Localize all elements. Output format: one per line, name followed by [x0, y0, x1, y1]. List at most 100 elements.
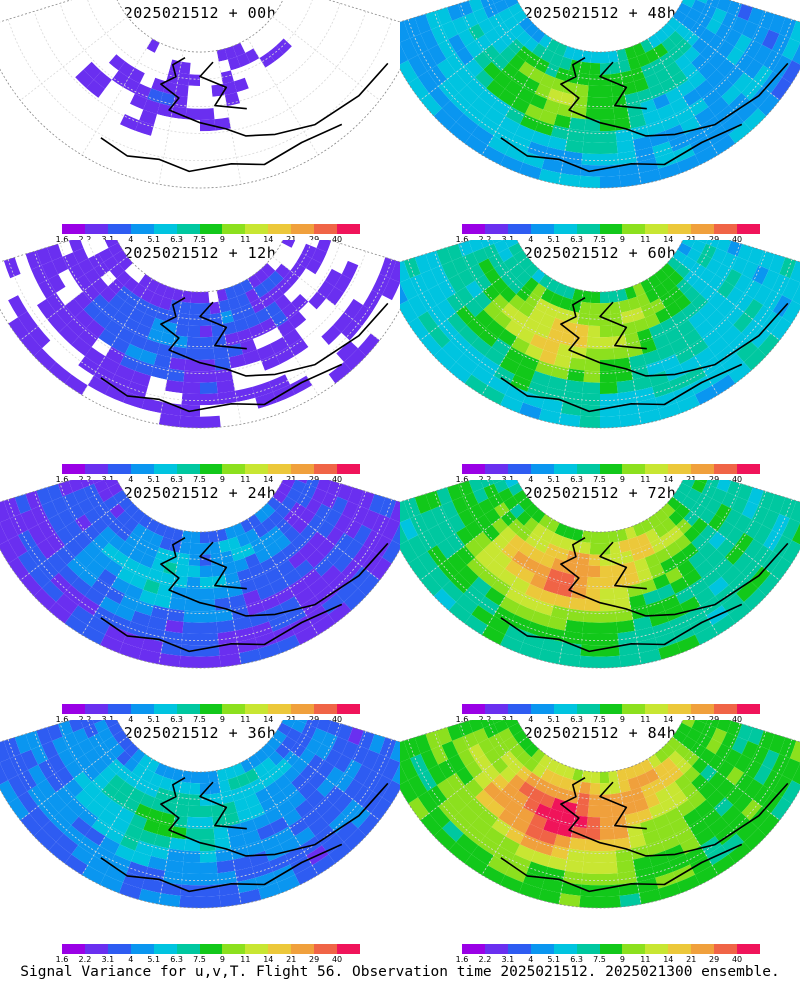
- missing-data-cell: [88, 13, 104, 29]
- missing-data-cell: [260, 77, 277, 94]
- missing-data-cell: [167, 128, 185, 142]
- missing-data-cell: [105, 144, 128, 163]
- variance-cell: [456, 46, 474, 66]
- missing-data-cell: [324, 305, 344, 325]
- latitude-gridline: [407, 739, 793, 882]
- panel-title: 2025021512 + 60h: [523, 244, 677, 262]
- variance-cell: [516, 30, 532, 46]
- colorbar-tick-label: 29: [309, 955, 320, 964]
- variance-cell: [38, 759, 56, 779]
- missing-data-cell: [371, 33, 390, 56]
- variance-cell: [581, 153, 600, 166]
- variance-cell: [654, 748, 669, 764]
- variance-cell: [475, 34, 492, 52]
- variance-cell: [636, 808, 653, 824]
- variance-cell: [281, 736, 297, 751]
- variance-cell: [256, 343, 276, 361]
- variance-cell: [712, 614, 736, 635]
- longitude-gridline: [216, 290, 242, 425]
- missing-data-cell: [372, 295, 392, 318]
- variance-cell: [554, 522, 568, 537]
- variance-cell: [538, 168, 561, 185]
- variance-cell: [731, 16, 748, 35]
- variance-cell: [82, 284, 100, 302]
- variance-cell: [600, 96, 614, 109]
- variance-cell: [183, 610, 200, 623]
- variance-cell: [181, 393, 200, 406]
- missing-data-cell: [104, 0, 119, 8]
- variance-cell: [458, 85, 479, 106]
- variance-cell: [217, 630, 238, 645]
- variance-cell: [668, 285, 684, 302]
- variance-cell: [163, 286, 176, 300]
- variance-cell: [183, 370, 200, 383]
- variance-cell: [246, 840, 265, 856]
- colorbar-swatch: [622, 464, 646, 474]
- variance-cell: [652, 381, 673, 398]
- missing-data-cell: [33, 108, 57, 131]
- variance-cell: [572, 528, 584, 542]
- variance-cell: [518, 496, 533, 511]
- forecast-panel: 2025021512 + 00h 1.62.23.145.16.37.59111…: [0, 0, 400, 244]
- variance-cell: [579, 415, 600, 429]
- variance-cell: [500, 750, 517, 767]
- variance-cell: [555, 787, 570, 802]
- variance-cell: [379, 497, 397, 519]
- variance-cell: [660, 557, 677, 574]
- variance-map: [0, 720, 400, 909]
- variance-cell: [153, 354, 172, 369]
- variance-cell: [247, 274, 262, 289]
- variance-cell: [36, 247, 53, 266]
- variance-cell: [741, 319, 762, 341]
- missing-data-cell: [321, 353, 344, 375]
- variance-cell: [688, 97, 709, 117]
- variance-cell: [600, 415, 621, 429]
- variance-cell: [447, 552, 467, 573]
- variance-cell: [83, 61, 102, 80]
- variance-cell: [308, 531, 327, 550]
- variance-cell: [92, 720, 104, 724]
- missing-data-cell: [124, 23, 139, 38]
- variance-cell: [608, 50, 619, 63]
- variance-cell: [256, 823, 276, 841]
- variance-cell: [658, 402, 681, 420]
- variance-cell: [688, 311, 707, 329]
- missing-data-cell: [56, 46, 74, 66]
- missing-data-cell: [138, 408, 161, 425]
- variance-cell: [531, 850, 551, 867]
- missing-data-cell: [109, 23, 125, 39]
- variance-cell: [248, 563, 266, 579]
- variance-cell: [652, 813, 671, 830]
- variance-cell: [268, 45, 284, 62]
- missing-data-cell: [321, 85, 342, 106]
- variance-cell: [480, 240, 494, 248]
- variance-cell: [617, 870, 638, 885]
- missing-data-cell: [331, 256, 348, 275]
- variance-cell: [103, 736, 119, 751]
- variance-cell: [442, 100, 464, 122]
- variance-cell: [468, 743, 485, 761]
- variance-cell: [523, 517, 539, 533]
- colorbar-tick-label: 5.1: [147, 235, 161, 244]
- variance-cell: [93, 845, 115, 865]
- variance-cell: [508, 774, 526, 791]
- variance-cell: [539, 553, 556, 569]
- missing-data-cell: [48, 34, 66, 53]
- missing-data-cell: [184, 119, 200, 132]
- variance-cell: [721, 325, 742, 346]
- variance-cell: [518, 16, 533, 31]
- variance-cell: [493, 551, 512, 569]
- missing-data-cell: [267, 16, 282, 31]
- variance-cell: [281, 480, 296, 488]
- colorbar-tick-label: 9: [219, 475, 225, 484]
- variance-cell: [465, 280, 483, 299]
- variance-cell: [696, 240, 708, 244]
- variance-cell: [645, 768, 660, 784]
- variance-cell: [286, 727, 302, 743]
- missing-data-cell: [343, 108, 367, 131]
- variance-cell: [429, 86, 451, 109]
- variance-cell: [36, 778, 56, 800]
- variance-cell: [690, 502, 706, 518]
- variance-cell: [478, 356, 500, 376]
- missing-data-cell: [0, 43, 8, 65]
